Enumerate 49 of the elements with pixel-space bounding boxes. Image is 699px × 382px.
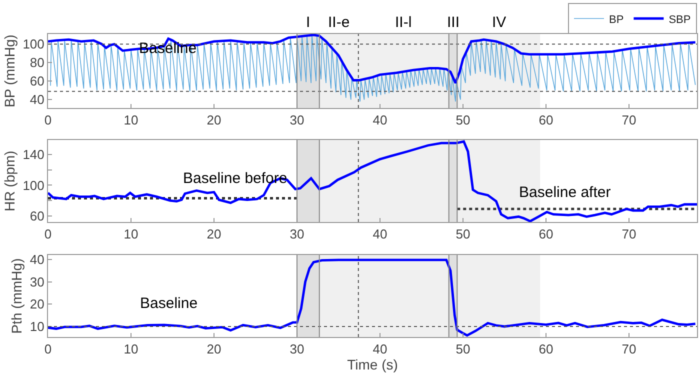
x-tick-label: 60 [538,112,554,128]
y-tick-label: 60 [30,208,44,224]
legend-label: BP [609,14,624,26]
x-tick-label: 30 [290,112,304,128]
band-label: III [447,14,460,31]
x-tick-label: 50 [456,112,470,128]
band-label: II-e [328,14,350,31]
x-tick-label: 40 [372,112,388,128]
x-tick-label: 70 [622,112,636,128]
y-tick-label: 40 [30,92,44,108]
y-axis-title: BP (mmHg) [1,34,18,108]
x-tick-label: 60 [538,226,554,242]
annotation: Baseline before [183,170,288,187]
x-tick-label: 40 [372,226,388,242]
y-tick-label: 10 [30,319,44,334]
x-tick-label: 0 [44,112,52,128]
y-axis-title: Pth (mmHg) [8,258,25,334]
x-tick-label: 10 [124,342,138,357]
y-tick-label: 100 [22,178,44,193]
x-tick-label: 20 [206,112,222,128]
band-label: I [306,14,310,31]
y-tick-label: 80 [30,55,44,70]
x-tick-label: 50 [456,226,470,242]
legend-label: SBP [668,14,691,26]
annotation: Baseline [140,295,198,312]
x-tick-label: 10 [124,226,138,242]
x-tick-label: 10 [124,112,138,128]
x-tick-label: 30 [290,342,304,357]
y-tick-label: 20 [30,296,44,312]
x-tick-label: 40 [372,342,388,357]
y-tick-label: 140 [22,147,44,162]
x-tick-label: 0 [44,226,52,242]
y-tick-label: 100 [22,36,44,52]
x-tick-label: 70 [622,342,636,357]
x-tick-label: 50 [456,342,470,357]
band-label: IV [492,14,506,31]
x-tick-label: 20 [206,226,222,242]
y-axis-title: HR (bpm) [1,150,18,212]
x-tick-label: 20 [206,342,222,357]
annotation: Baseline after [519,184,611,201]
x-tick-label: 70 [622,226,636,242]
y-tick-label: 60 [30,74,44,89]
x-axis-title: Time (s) [347,356,398,373]
x-tick-label: 30 [290,226,304,242]
y-tick-label: 30 [30,274,44,290]
x-tick-label: 0 [44,342,52,357]
x-tick-label: 60 [538,342,554,357]
y-tick-label: 40 [30,252,44,268]
band-label: II-l [395,14,412,31]
